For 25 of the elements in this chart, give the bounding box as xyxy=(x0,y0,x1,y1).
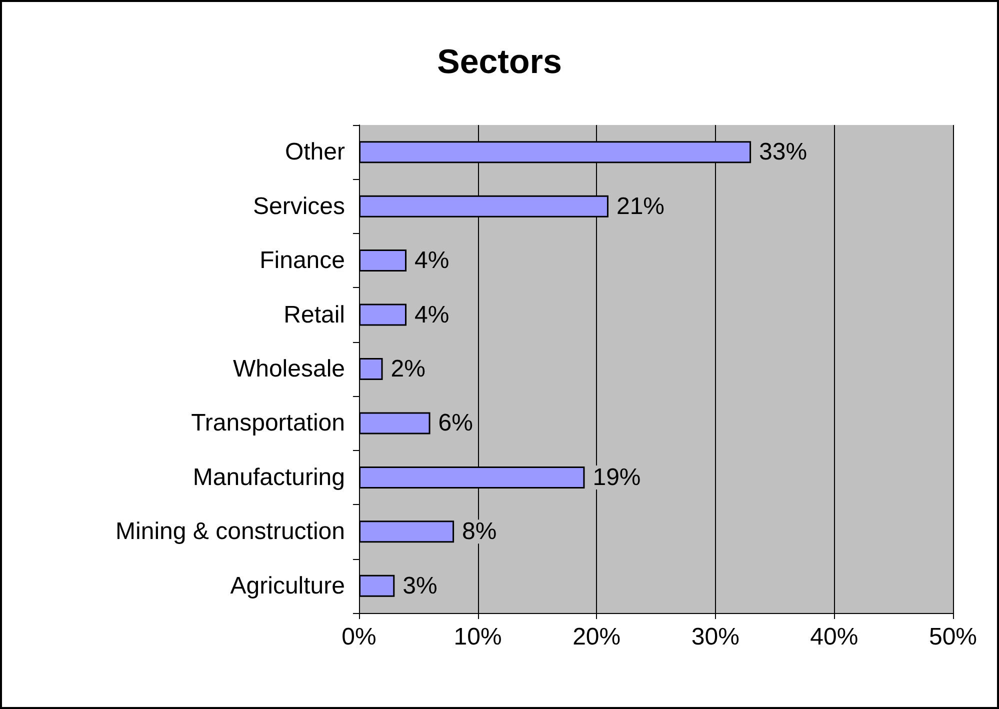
data-label: 4% xyxy=(414,247,450,274)
x-tick-label: 40% xyxy=(810,624,858,650)
x-tick-label: 0% xyxy=(342,624,376,650)
x-tick-label: 30% xyxy=(691,624,740,650)
data-label: 2% xyxy=(390,356,426,382)
y-tick-label: Wholesale xyxy=(232,356,345,382)
y-tick-label: Retail xyxy=(284,301,345,328)
x-tick-label: 10% xyxy=(454,624,502,650)
x-tick-label: 50% xyxy=(928,624,978,650)
x-tick-label: 20% xyxy=(572,624,621,650)
y-tick-label: Agriculture xyxy=(230,572,345,600)
y-tick-label: Transportation xyxy=(191,410,345,437)
y-tick-label: Services xyxy=(252,192,345,220)
chart-title: Sectors xyxy=(437,43,562,81)
data-label: 33% xyxy=(759,138,808,166)
data-label: 6% xyxy=(438,410,473,437)
data-label: 8% xyxy=(462,518,497,546)
data-label: 4% xyxy=(414,301,450,328)
y-tick-label: Manufacturing xyxy=(192,464,345,491)
y-tick-label: Mining & construction xyxy=(116,518,345,546)
y-tick-label: Finance xyxy=(260,247,345,274)
data-label: 21% xyxy=(616,192,665,220)
data-label: 3% xyxy=(402,572,438,600)
data-label: 19% xyxy=(592,464,641,491)
y-tick-label: Other xyxy=(284,138,345,166)
